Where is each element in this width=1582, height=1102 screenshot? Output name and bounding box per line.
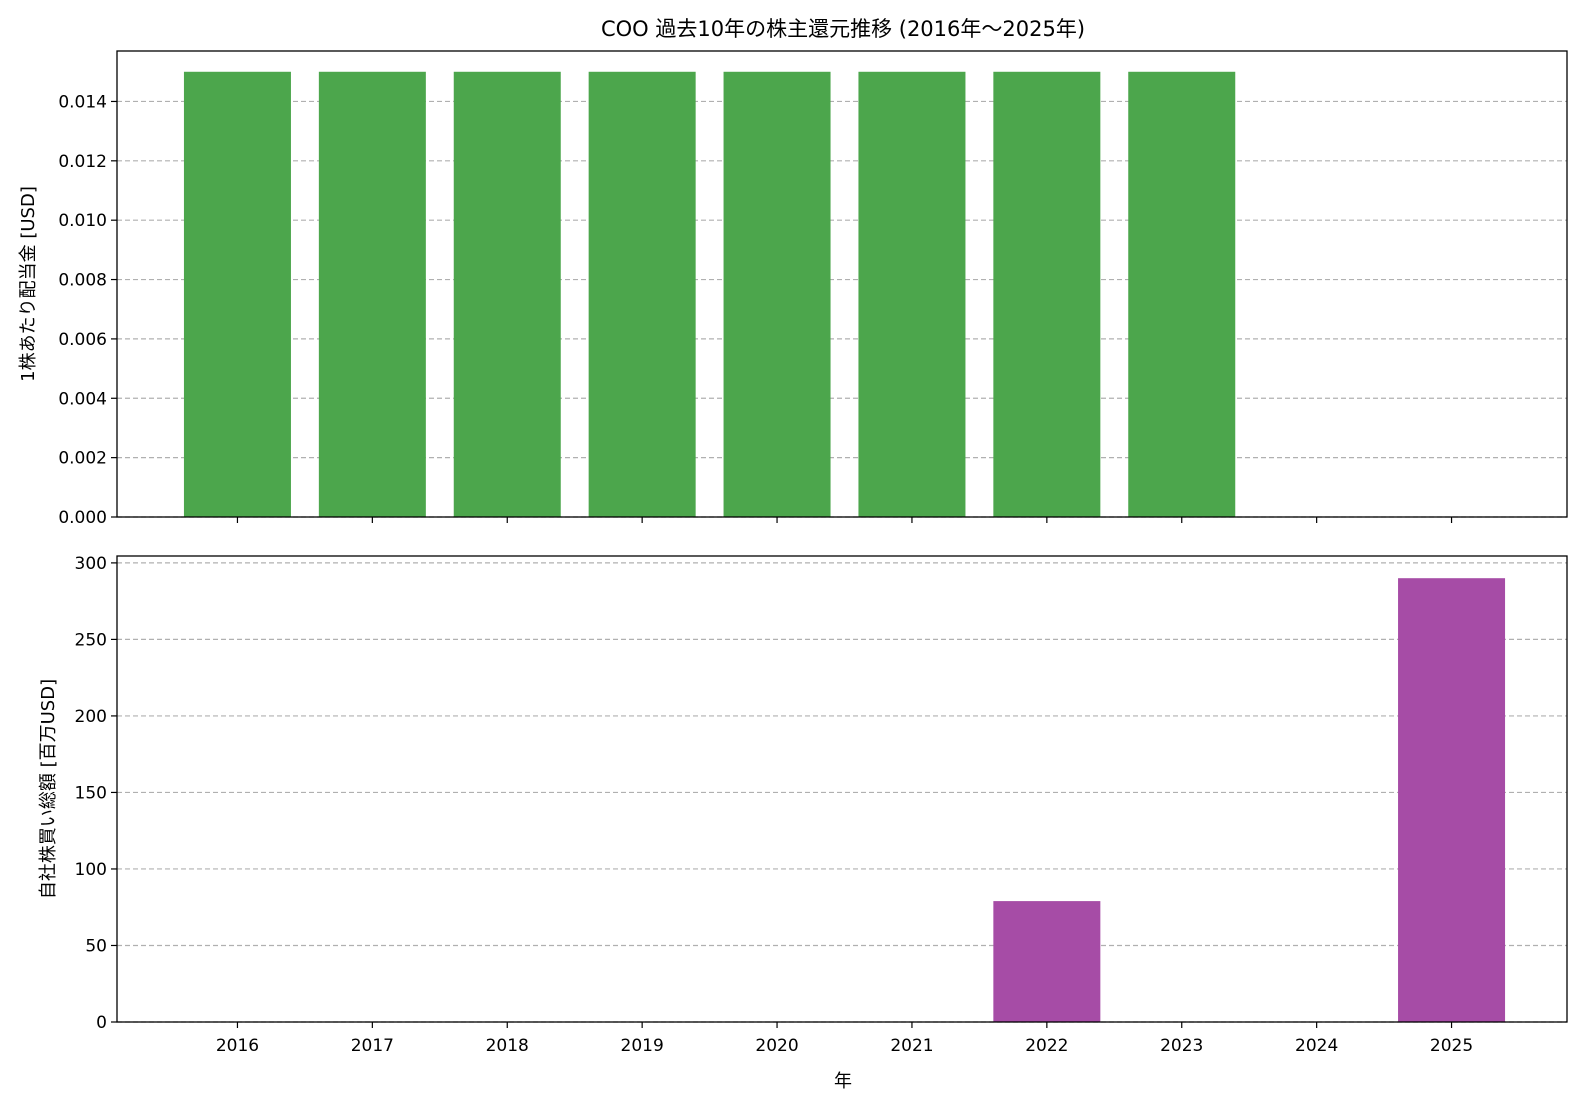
x-tick-label: 2025: [1430, 1036, 1473, 1056]
y-axis-label: 自社株買い総額 [百万USD]: [38, 679, 59, 899]
buyback-panel: 0 50 100 150 200 250 300 2016 2017 2018 2019 2020 20…: [38, 554, 1568, 1056]
y-tick-label: 100: [75, 860, 107, 880]
bar-2017: [318, 71, 426, 517]
bar-2021: [858, 71, 966, 517]
y-tick-label: 200: [75, 707, 107, 727]
bar-2022: [993, 71, 1101, 517]
x-tick-label: 2023: [1160, 1036, 1203, 1056]
y-tick-label: 0.010: [58, 211, 107, 231]
y-tick-label: 0.008: [58, 271, 107, 291]
y-tick-label: 0: [96, 1013, 107, 1033]
x-tick-label: 2018: [486, 1036, 529, 1056]
x-tick-label: 2020: [755, 1036, 798, 1056]
bar-2018: [453, 71, 561, 517]
x-tick-label: 2019: [621, 1036, 664, 1056]
x-tick-label: 2016: [216, 1036, 259, 1056]
y-tick-label: 0.012: [58, 152, 107, 172]
bar-2016: [183, 71, 291, 517]
y-tick-label: 0.002: [58, 449, 107, 469]
chart-title: COO 過去10年の株主還元推移 (2016年〜2025年): [601, 17, 1085, 41]
bar-2025: [1398, 578, 1506, 1022]
bar-2023: [1128, 71, 1236, 517]
y-tick-label: 300: [75, 554, 107, 574]
bar-2020: [723, 71, 831, 517]
y-tick-label: 0.000: [58, 508, 107, 528]
y-tick-label: 50: [85, 936, 107, 956]
y-tick-label: 250: [75, 630, 107, 650]
y-tick-label: 0.004: [58, 389, 107, 409]
x-tick-label: 2017: [351, 1036, 394, 1056]
y-tick-label: 150: [75, 783, 107, 803]
plot-frame: [116, 555, 1568, 1023]
y-axis-label: 1株あたり配当金 [USD]: [18, 186, 39, 382]
x-tick-label: 2022: [1025, 1036, 1068, 1056]
x-tick-label: 2021: [890, 1036, 933, 1056]
y-tick-label: 0.014: [58, 92, 107, 112]
bar-2019: [588, 71, 696, 517]
y-tick-label: 0.006: [58, 330, 107, 350]
plot-frame: [116, 50, 1568, 518]
x-tick-label: 2024: [1295, 1036, 1338, 1056]
bar-2022: [993, 901, 1101, 1022]
x-axis-label: 年: [834, 1071, 852, 1092]
dividend-panel: 0.000 0.002 0.004 0.006 0.008 0.010 0.012 0.014…: [18, 50, 1568, 528]
